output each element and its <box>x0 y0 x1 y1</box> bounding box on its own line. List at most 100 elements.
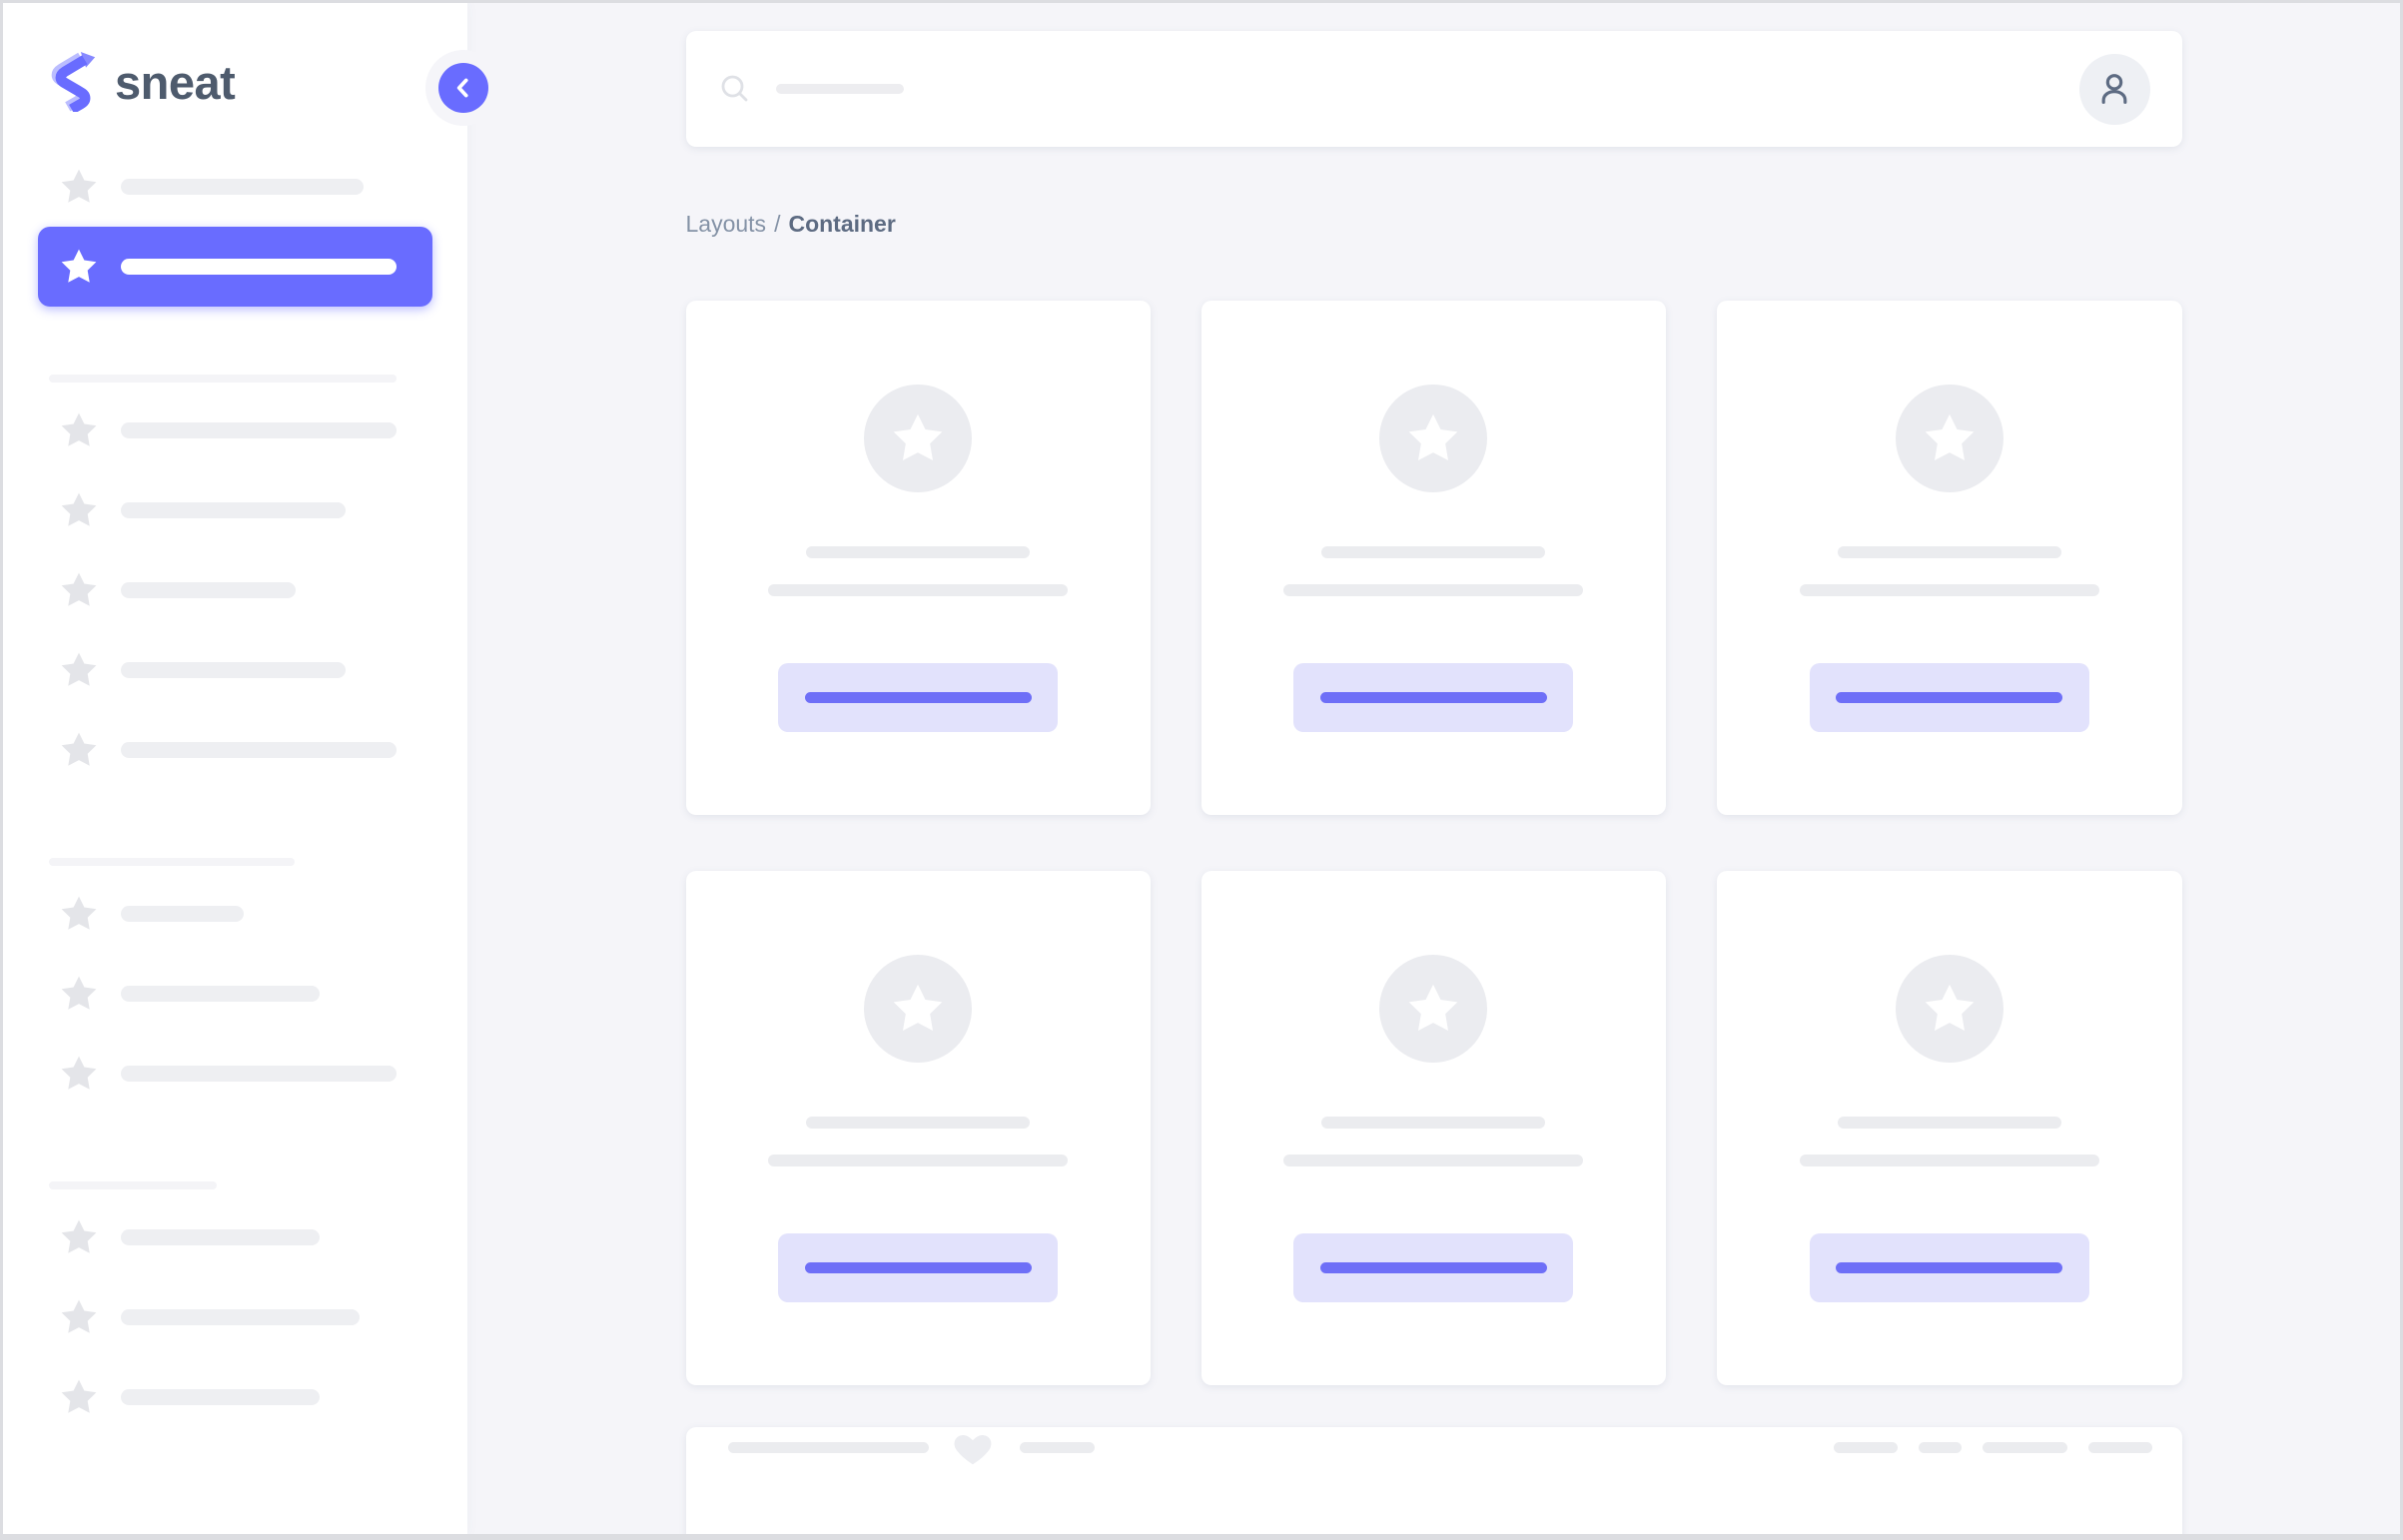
bottom-card-meta-placeholder <box>1833 1441 1898 1453</box>
bottom-card-meta-placeholder <box>2087 1441 2152 1453</box>
content-card <box>685 301 1151 815</box>
star-icon <box>61 1219 97 1253</box>
menu-item-label-placeholder <box>121 259 397 275</box>
button-label-placeholder <box>1836 692 2063 703</box>
sidebar-section-divider <box>49 375 397 383</box>
star-icon <box>61 1056 97 1090</box>
logo[interactable]: sneat <box>3 3 467 121</box>
star-icon <box>1925 984 1975 1032</box>
content-card <box>1717 301 2182 815</box>
menu-item-label-placeholder <box>121 502 346 518</box>
star-icon <box>61 1379 97 1413</box>
card-grid <box>685 301 2182 1385</box>
sidebar: sneat <box>3 3 501 1534</box>
card-title-placeholder <box>1837 1117 2061 1129</box>
logo-text: sneat <box>115 55 236 109</box>
card-action-button[interactable] <box>1809 663 2089 732</box>
star-icon <box>893 984 943 1032</box>
sidebar-menu-item[interactable] <box>38 470 432 550</box>
card-text-placeholder <box>768 1155 1069 1166</box>
breadcrumb: Layouts / Container <box>686 209 2182 239</box>
sidebar-menu-item[interactable] <box>38 550 432 630</box>
bottom-card-meta-placeholder <box>1918 1441 1962 1453</box>
card-avatar <box>1379 385 1488 492</box>
menu-item-label-placeholder <box>121 662 346 678</box>
breadcrumb-separator: / <box>774 211 781 237</box>
sidebar-menu-item[interactable] <box>38 1277 432 1357</box>
card-text-placeholder <box>768 584 1069 596</box>
menu-item-label-placeholder <box>121 1066 397 1082</box>
person-icon <box>2101 74 2127 104</box>
sidebar-menu-item[interactable] <box>38 630 432 710</box>
search-bar[interactable] <box>685 31 2182 147</box>
sidebar-menu-item[interactable] <box>38 710 432 790</box>
card-title-placeholder <box>806 1117 1031 1129</box>
content-card <box>685 871 1151 1385</box>
card-text-placeholder <box>1799 584 2099 596</box>
card-text-placeholder <box>1283 1155 1584 1166</box>
star-icon <box>61 249 97 283</box>
button-label-placeholder <box>804 692 1032 703</box>
button-label-placeholder <box>1319 692 1547 703</box>
sidebar-menu <box>3 121 467 1437</box>
menu-item-label-placeholder <box>121 742 397 758</box>
card-avatar <box>1379 955 1488 1063</box>
card-action-button[interactable] <box>778 1233 1059 1302</box>
menu-item-label-placeholder <box>121 986 320 1002</box>
menu-item-label-placeholder <box>121 179 364 195</box>
content-card <box>1717 871 2182 1385</box>
sidebar-menu-item-active[interactable] <box>38 227 432 307</box>
sidebar-menu-item[interactable] <box>38 954 432 1034</box>
bottom-card-meta-placeholders <box>1833 1441 2152 1453</box>
star-icon <box>61 976 97 1010</box>
content-card <box>1201 871 1667 1385</box>
star-icon <box>1925 413 1975 461</box>
button-label-placeholder <box>1319 1262 1547 1273</box>
menu-item-label-placeholder <box>121 1229 320 1245</box>
bottom-card <box>685 1427 2182 1534</box>
sidebar-menu-item[interactable] <box>38 390 432 470</box>
heart-icon[interactable] <box>952 1428 994 1466</box>
sidebar-menu-item[interactable] <box>38 1034 432 1114</box>
card-action-button[interactable] <box>1809 1233 2089 1302</box>
sidebar-menu-item[interactable] <box>38 874 432 954</box>
user-avatar-button[interactable] <box>2078 53 2150 125</box>
sneat-logo-icon <box>51 52 96 112</box>
sidebar-menu-item[interactable] <box>38 1357 432 1437</box>
breadcrumb-link-layouts[interactable]: Layouts <box>685 211 767 237</box>
menu-item-label-placeholder <box>121 1389 320 1405</box>
menu-item-label-placeholder <box>121 582 296 598</box>
sidebar-menu-item[interactable] <box>38 1197 432 1277</box>
sidebar-collapse-button[interactable] <box>438 63 488 113</box>
star-icon <box>893 413 943 461</box>
card-action-button[interactable] <box>1293 1233 1574 1302</box>
star-icon <box>61 732 97 766</box>
search-icon <box>721 75 747 102</box>
sidebar-section-divider <box>49 858 295 866</box>
card-action-button[interactable] <box>778 663 1059 732</box>
bottom-card-meta-placeholder <box>1982 1441 2067 1453</box>
star-icon <box>1409 413 1458 461</box>
star-icon <box>61 169 97 203</box>
main-content: Layouts / Container <box>467 3 2400 1534</box>
menu-item-label-placeholder <box>121 422 397 438</box>
bottom-card-text-placeholder <box>1019 1441 1095 1453</box>
card-title-placeholder <box>1321 1117 1546 1129</box>
button-label-placeholder <box>1836 1262 2063 1273</box>
breadcrumb-current: Container <box>788 211 896 237</box>
button-label-placeholder <box>804 1262 1032 1273</box>
search-input-placeholder[interactable] <box>775 84 904 94</box>
star-icon <box>61 1299 97 1333</box>
sidebar-menu-item[interactable] <box>38 147 432 227</box>
card-title-placeholder <box>806 546 1031 558</box>
star-icon <box>61 896 97 930</box>
star-icon <box>61 652 97 686</box>
card-title-placeholder <box>1321 546 1546 558</box>
card-title-placeholder <box>1837 546 2061 558</box>
menu-item-label-placeholder <box>121 1309 360 1325</box>
card-avatar <box>864 955 973 1063</box>
card-text-placeholder <box>1283 584 1584 596</box>
sidebar-section-divider <box>49 1181 217 1189</box>
card-action-button[interactable] <box>1293 663 1574 732</box>
